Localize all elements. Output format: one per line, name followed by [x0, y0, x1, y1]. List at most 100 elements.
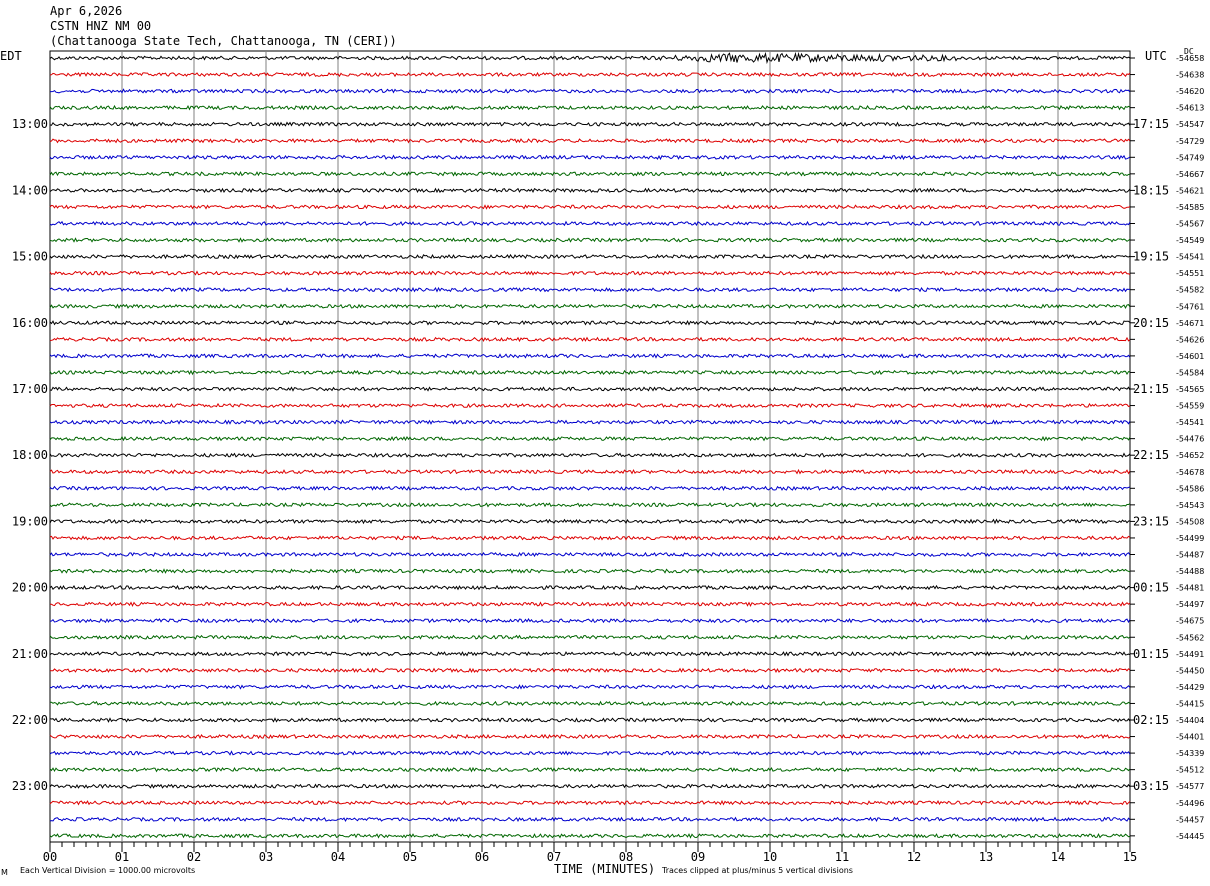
x-tick-label: 07	[547, 850, 561, 864]
left-hour-label: 18:00	[12, 448, 48, 462]
seismic-trace	[49, 88, 1131, 94]
seismic-trace	[49, 220, 1131, 227]
left-hour-label: 17:00	[12, 382, 48, 396]
seismic-trace	[49, 336, 1131, 343]
corner-mark: M	[1, 868, 8, 877]
left-hour-label: 21:00	[12, 647, 48, 661]
dc-offset-label: -54543	[1176, 501, 1204, 510]
dc-offset-label: -54667	[1176, 170, 1204, 179]
seismic-trace	[49, 833, 1131, 839]
left-hour-label: 19:00	[12, 514, 48, 528]
seismic-trace	[49, 799, 1131, 806]
right-hour-label: 17:15	[1133, 117, 1169, 131]
dc-offset-label: -54491	[1176, 650, 1204, 659]
clip-note: Traces clipped at plus/minus 5 vertical …	[662, 866, 853, 875]
dc-offset-label: -54567	[1176, 220, 1204, 229]
seismic-trace	[49, 551, 1131, 558]
seismic-trace	[49, 71, 1131, 78]
dc-offset-label: -54601	[1176, 352, 1204, 361]
station-location: (Chattanooga State Tech, Chattanooga, TN…	[50, 34, 397, 48]
dc-offset-label: -54457	[1176, 815, 1204, 824]
right-hour-label: 18:15	[1133, 183, 1169, 197]
dc-offset-label: -54562	[1176, 633, 1204, 642]
dc-offset-label: -54585	[1176, 203, 1204, 212]
x-tick-label: 12	[907, 850, 921, 864]
right-hour-label: 01:15	[1133, 647, 1169, 661]
seismic-trace	[49, 535, 1131, 541]
seismic-trace	[49, 104, 1131, 111]
seismic-trace	[49, 270, 1131, 276]
seismic-trace	[49, 651, 1131, 657]
seismic-trace	[49, 485, 1131, 491]
x-tick-label: 05	[403, 850, 417, 864]
dc-offset-label: -54565	[1176, 385, 1204, 394]
right-timezone-label: UTC	[1145, 49, 1167, 63]
seismic-trace	[49, 121, 1131, 127]
dc-offset-label: -54582	[1176, 286, 1204, 295]
dc-offset-label: -54621	[1176, 186, 1204, 195]
x-tick-label: 11	[835, 850, 849, 864]
dc-offset-label: -54749	[1176, 153, 1204, 162]
seismic-trace	[50, 601, 1131, 607]
dc-offset-label: -54620	[1176, 87, 1204, 96]
dc-offset-label: -54496	[1176, 799, 1204, 808]
dc-offset-label: -54487	[1176, 551, 1204, 560]
x-tick-label: 01	[115, 850, 129, 864]
left-hour-label: 20:00	[12, 581, 48, 595]
plot-date: Apr 6,2026	[50, 4, 123, 18]
dc-offset-label: -54729	[1176, 137, 1204, 146]
seismic-trace	[49, 171, 1131, 177]
dc-offset-label: -54678	[1176, 468, 1204, 477]
scale-note: Each Vertical Division = 1000.00 microvo…	[20, 866, 196, 875]
dc-offset-label: -54429	[1176, 683, 1204, 692]
seismic-trace	[49, 253, 1131, 260]
seismic-trace	[49, 286, 1131, 293]
left-timezone-label: EDT	[0, 49, 22, 63]
seismic-trace	[49, 518, 1131, 525]
dc-offset-label: -54652	[1176, 451, 1204, 460]
dc-offset-label: -54675	[1176, 617, 1204, 626]
left-hour-label: 16:00	[12, 316, 48, 330]
dc-offset-label: -54401	[1176, 733, 1204, 742]
dc-offset-label: -54450	[1176, 666, 1204, 675]
dc-offset-label: -54512	[1176, 766, 1204, 775]
seismic-trace	[49, 303, 1131, 309]
seismic-trace	[49, 204, 1131, 210]
seismic-trace	[49, 187, 1131, 194]
left-hour-label: 13:00	[12, 117, 48, 131]
dc-offset-header: DC	[1184, 47, 1194, 56]
dc-offset-label: -54613	[1176, 104, 1204, 113]
seismic-trace	[49, 402, 1131, 409]
seismic-trace	[49, 634, 1131, 640]
dc-offset-label: -54541	[1176, 253, 1204, 262]
seismic-trace	[49, 733, 1131, 740]
right-hour-label: 23:15	[1133, 514, 1169, 528]
x-tick-label: 02	[187, 850, 201, 864]
dc-offset-label: -54559	[1176, 402, 1204, 411]
seismic-trace	[49, 684, 1131, 690]
right-hour-label: 20:15	[1133, 316, 1169, 330]
right-hour-label: 00:15	[1133, 581, 1169, 595]
seismic-trace	[49, 435, 1131, 442]
x-tick-label: 10	[763, 850, 777, 864]
seismic-trace	[49, 386, 1131, 392]
dc-offset-label: -54626	[1176, 335, 1204, 344]
dc-offset-label: -54577	[1176, 782, 1204, 791]
x-tick-label: 03	[259, 850, 273, 864]
dc-offset-label: -54404	[1176, 716, 1204, 725]
x-tick-label: 06	[475, 850, 489, 864]
dc-offset-label: -54499	[1176, 534, 1204, 543]
seismic-trace	[49, 452, 1131, 458]
seismic-trace	[49, 816, 1131, 823]
seismic-trace	[49, 750, 1131, 756]
seismic-trace	[49, 419, 1131, 425]
right-hour-label: 02:15	[1133, 713, 1169, 727]
seismic-trace	[49, 320, 1131, 326]
left-hour-label: 15:00	[12, 250, 48, 264]
right-hour-label: 21:15	[1133, 382, 1169, 396]
right-hour-label: 19:15	[1133, 250, 1169, 264]
seismic-trace	[49, 766, 1131, 773]
seismic-trace	[49, 51, 1131, 65]
right-hour-label: 22:15	[1133, 448, 1169, 462]
